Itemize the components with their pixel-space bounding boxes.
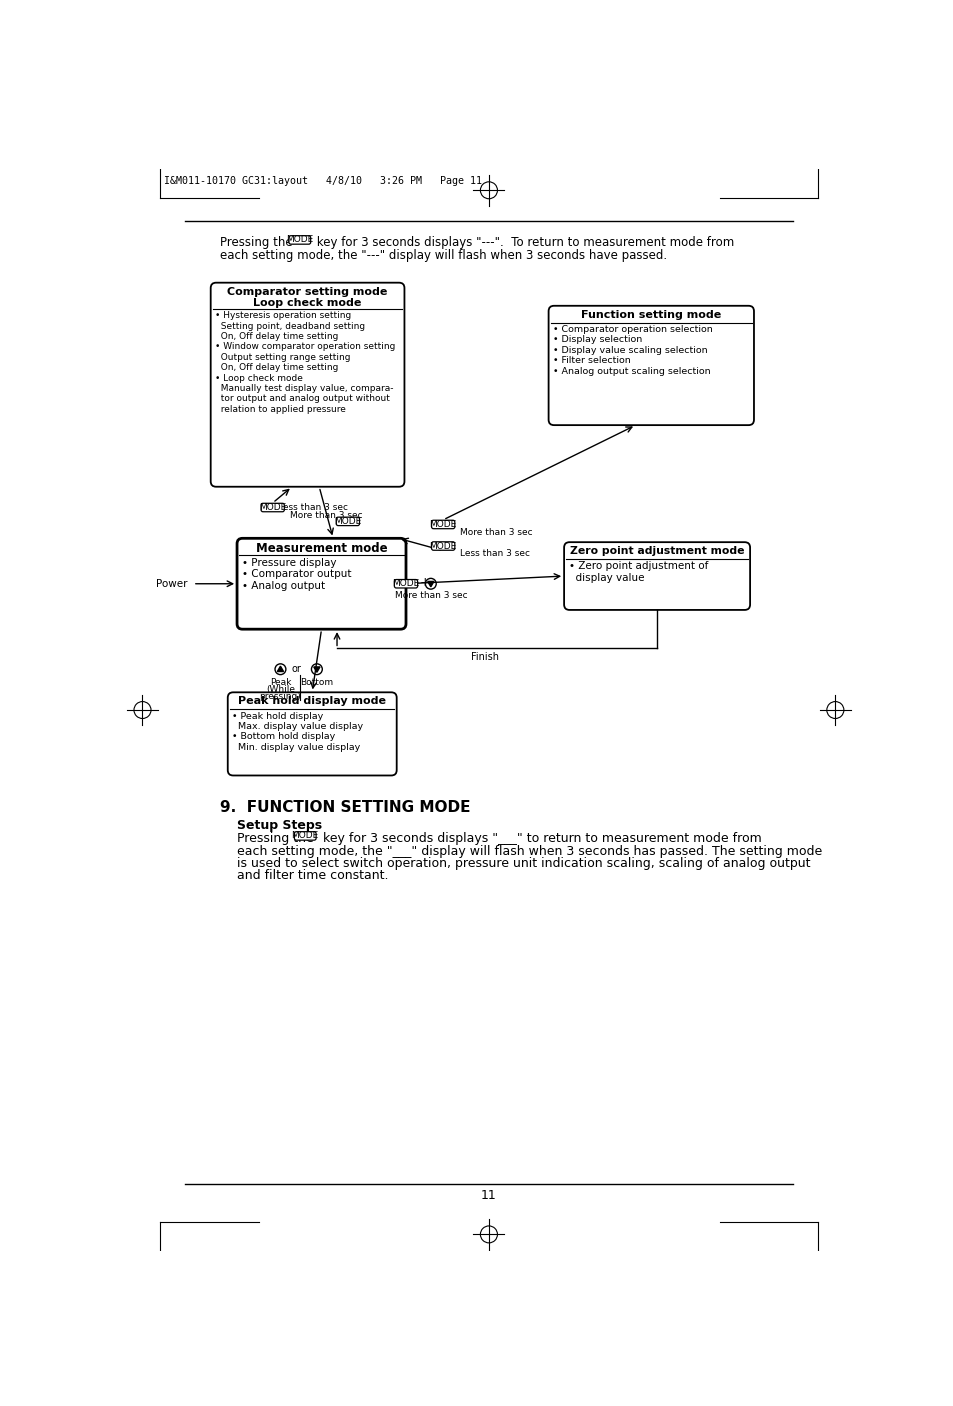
Text: Pressing the: Pressing the [220, 236, 293, 249]
FancyBboxPatch shape [289, 236, 311, 245]
Text: Pressing the: Pressing the [236, 832, 314, 845]
Text: • Pressure display
• Comparator output
• Analog output: • Pressure display • Comparator output •… [241, 558, 351, 591]
Text: More than 3 sec: More than 3 sec [459, 527, 533, 537]
Text: key for 3 seconds displays "---".  To return to measurement mode from: key for 3 seconds displays "---". To ret… [313, 236, 734, 249]
Text: pressing): pressing) [259, 692, 301, 700]
FancyBboxPatch shape [563, 543, 749, 610]
Text: • Comparator operation selection
• Display selection
• Display value scaling sel: • Comparator operation selection • Displ… [553, 325, 712, 375]
Text: I&M011-10170 GC31:layout   4/8/10   3:26 PM   Page 11: I&M011-10170 GC31:layout 4/8/10 3:26 PM … [164, 176, 481, 187]
Text: and filter time constant.: and filter time constant. [236, 869, 388, 883]
Text: • Hysteresis operation setting
  Setting point, deadband setting
  On, Off delay: • Hysteresis operation setting Setting p… [215, 311, 395, 413]
Text: each setting mode, the "---" display will flash when 3 seconds have passed.: each setting mode, the "---" display wil… [220, 249, 666, 262]
Polygon shape [427, 582, 434, 586]
Polygon shape [277, 666, 283, 672]
Text: More than 3 sec: More than 3 sec [290, 510, 362, 520]
Text: • Peak hold display
  Max. display value display
• Bottom hold display
  Min. di: • Peak hold display Max. display value d… [233, 711, 363, 752]
Text: each setting mode, the "___" display will flash when 3 seconds has passed. The s: each setting mode, the "___" display wil… [236, 845, 821, 858]
Text: MODE: MODE [429, 541, 456, 551]
Text: Measurement mode: Measurement mode [255, 543, 387, 555]
Text: or: or [291, 664, 301, 675]
Text: Comparator setting mode
Loop check mode: Comparator setting mode Loop check mode [227, 287, 387, 308]
FancyBboxPatch shape [431, 520, 455, 529]
Text: MODE: MODE [292, 831, 318, 839]
Text: key for 3 seconds displays "___" to return to measurement mode from: key for 3 seconds displays "___" to retu… [319, 832, 761, 845]
Text: Function setting mode: Function setting mode [580, 309, 720, 319]
Text: MODE: MODE [392, 579, 419, 588]
FancyBboxPatch shape [236, 538, 406, 628]
FancyBboxPatch shape [228, 692, 396, 776]
FancyBboxPatch shape [394, 579, 417, 588]
Text: Setup Steps: Setup Steps [236, 818, 322, 831]
Text: is used to select switch operation, pressure unit indication scaling, scaling of: is used to select switch operation, pres… [236, 858, 810, 870]
Text: More than 3 sec: More than 3 sec [395, 592, 467, 600]
Text: • Zero point adjustment of
  display value: • Zero point adjustment of display value [568, 561, 707, 583]
FancyBboxPatch shape [211, 283, 404, 486]
Text: MODE: MODE [259, 503, 286, 512]
Text: +: + [419, 576, 430, 589]
FancyBboxPatch shape [294, 832, 315, 841]
Text: Less than 3 sec: Less than 3 sec [278, 503, 348, 512]
Text: 11: 11 [480, 1189, 497, 1202]
Text: Bottom: Bottom [300, 678, 334, 686]
Text: Zero point adjustment mode: Zero point adjustment mode [569, 546, 743, 555]
FancyBboxPatch shape [431, 541, 455, 550]
Text: Less than 3 sec: Less than 3 sec [459, 550, 530, 558]
Text: Peak: Peak [270, 678, 291, 686]
Polygon shape [314, 666, 319, 672]
FancyBboxPatch shape [335, 517, 359, 526]
Text: Finish: Finish [471, 651, 498, 661]
Text: MODE: MODE [286, 235, 314, 245]
FancyBboxPatch shape [261, 503, 284, 512]
Text: (While: (While [266, 685, 294, 693]
Text: MODE: MODE [429, 520, 456, 529]
Text: Power: Power [155, 579, 187, 589]
Text: 9.  FUNCTION SETTING MODE: 9. FUNCTION SETTING MODE [220, 800, 470, 815]
Text: MODE: MODE [334, 517, 361, 526]
FancyBboxPatch shape [548, 305, 753, 425]
Text: Peak hold display mode: Peak hold display mode [238, 696, 386, 706]
